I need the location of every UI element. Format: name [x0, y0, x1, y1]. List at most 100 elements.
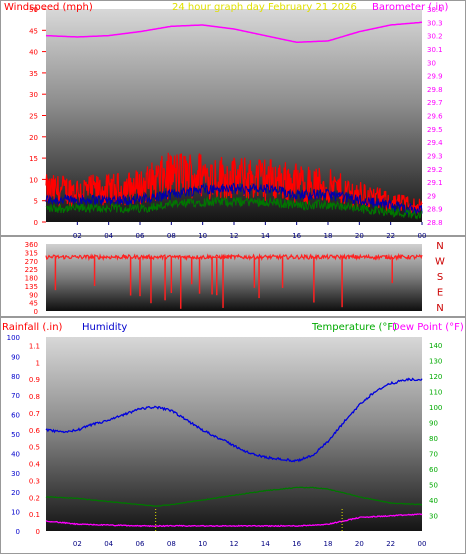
humidity-y-tick: 90: [11, 353, 20, 361]
baro-y-tick: 28.9: [427, 206, 443, 214]
humidity-label: Humidity: [82, 322, 127, 333]
wind-y-tick: 50: [29, 6, 38, 14]
compass-label: S: [437, 272, 443, 283]
rain-x-tick: 04: [104, 540, 113, 548]
rain-y-tick: 0.7: [29, 410, 40, 418]
wind-y-tick: 45: [29, 27, 38, 35]
wind-y-tick: 20: [29, 134, 38, 142]
temp-y-tick: 140: [429, 342, 442, 350]
humidity-y-tick: 0: [16, 528, 20, 536]
direction-series-line: [45, 252, 423, 262]
direction-y-tick: 45: [29, 300, 38, 308]
wind-x-tick: 14: [261, 232, 270, 240]
temp-y-tick: 130: [429, 357, 442, 365]
compass-label: E: [437, 288, 443, 299]
wind-y-tick: 10: [29, 176, 38, 184]
rain-x-tick: 06: [136, 540, 145, 548]
baro-y-tick: 29.8: [427, 86, 443, 94]
baro-y-tick: 29.5: [427, 126, 443, 134]
baro-y-tick: 30: [427, 59, 436, 67]
humidity-y-tick: 70: [11, 392, 20, 400]
wind-x-tick: 12: [230, 232, 239, 240]
wind-x-tick: 00: [418, 232, 427, 240]
rain-y-tick: 0.4: [29, 461, 41, 469]
dewpoint-label: Dew Point (°F): [392, 322, 464, 333]
rain-x-tick: 10: [198, 540, 207, 548]
compass-label: W: [435, 257, 445, 268]
baro-y-tick: 29.7: [427, 99, 443, 107]
wind-average-series-line: [45, 195, 423, 220]
rainfall-series-line: [45, 513, 423, 528]
rain-y-tick: 0.1: [29, 511, 40, 519]
barometer-label: Barometer (.in): [372, 2, 448, 13]
windspeed-label: Windspeed (mph): [4, 2, 93, 13]
rain-x-tick: 08: [167, 540, 176, 548]
humidity-y-tick: 20: [11, 489, 20, 497]
direction-y-tick: 135: [25, 283, 38, 291]
rain-x-tick: 20: [355, 540, 364, 548]
baro-y-tick: 28.8: [427, 219, 443, 227]
baro-y-tick: 29.3: [427, 152, 443, 160]
direction-y-tick: 270: [25, 258, 38, 266]
rain-y-tick: 0.2: [29, 494, 40, 502]
rain-x-tick: 16: [292, 540, 301, 548]
baro-y-tick: 29.9: [427, 73, 443, 81]
rain-y-tick: 0.3: [29, 477, 40, 485]
wind-y-tick: 35: [29, 70, 38, 78]
temperature-label: Temperature (°F): [311, 322, 397, 333]
wind-x-tick: 10: [198, 232, 207, 240]
direction-y-tick: 360: [25, 241, 38, 249]
humidity-y-tick: 60: [11, 412, 20, 420]
temp-y-tick: 90: [429, 419, 438, 427]
wind-y-tick: 30: [29, 91, 38, 99]
rain-x-tick: 22: [386, 540, 395, 548]
temp-y-tick: 30: [429, 512, 438, 520]
baro-y-tick: 29.1: [427, 179, 443, 187]
wind-y-tick: 15: [29, 155, 38, 163]
humidity-y-tick: 10: [11, 509, 20, 517]
humidity-y-tick: 30: [11, 470, 20, 478]
direction-y-tick: 180: [25, 275, 38, 283]
baro-y-tick: 30.3: [427, 19, 443, 27]
rain-x-tick: 14: [261, 540, 270, 548]
rainfall-label: Rainfall (.in): [2, 322, 63, 333]
baro-y-tick: 30.1: [427, 46, 443, 54]
wind-x-tick: 20: [355, 232, 364, 240]
rain-y-tick: 0.8: [29, 393, 40, 401]
temp-y-tick: 80: [429, 435, 438, 443]
wind-x-tick: 08: [167, 232, 176, 240]
windspeed-series-line: [45, 152, 423, 215]
baro-y-tick: 29.4: [427, 139, 443, 147]
rain-y-tick: 1.1: [29, 342, 40, 350]
wind-x-tick: 22: [386, 232, 395, 240]
direction-y-tick: 225: [25, 266, 38, 274]
rain-plot-area: [46, 337, 422, 531]
wind-x-tick: 16: [292, 232, 301, 240]
wind-x-tick: 06: [136, 232, 145, 240]
rain-y-tick: 0: [36, 528, 40, 536]
rain-x-tick: 00: [418, 540, 427, 548]
temperature-series-line: [45, 486, 423, 507]
baro-y-tick: 30.2: [427, 33, 443, 41]
temp-y-tick: 110: [429, 388, 442, 396]
humidity-y-tick: 50: [11, 431, 20, 439]
temp-y-tick: 120: [429, 373, 442, 381]
direction-y-tick: 0: [34, 308, 38, 316]
baro-y-tick: 29: [427, 192, 436, 200]
rain-x-tick: 12: [230, 540, 239, 548]
barometer-series-line: [45, 21, 423, 44]
humidity-y-tick: 40: [11, 450, 20, 458]
rain-y-tick: 0.5: [29, 444, 40, 452]
direction-plot-area: [46, 244, 422, 311]
graph-title: 24 hour graph day February 21 2026: [172, 2, 357, 13]
rain-y-tick: 1: [36, 359, 40, 367]
temp-y-tick: 40: [429, 497, 438, 505]
wind-gust-series-line: [45, 182, 423, 216]
wind-x-tick: 04: [104, 232, 113, 240]
wind-y-tick: 0: [34, 219, 38, 227]
baro-y-tick: 29.6: [427, 113, 443, 121]
humidity-series-line: [45, 377, 423, 463]
wind-x-tick: 18: [324, 232, 333, 240]
temp-y-tick: 60: [429, 466, 438, 474]
wind-y-tick: 5: [34, 198, 38, 206]
